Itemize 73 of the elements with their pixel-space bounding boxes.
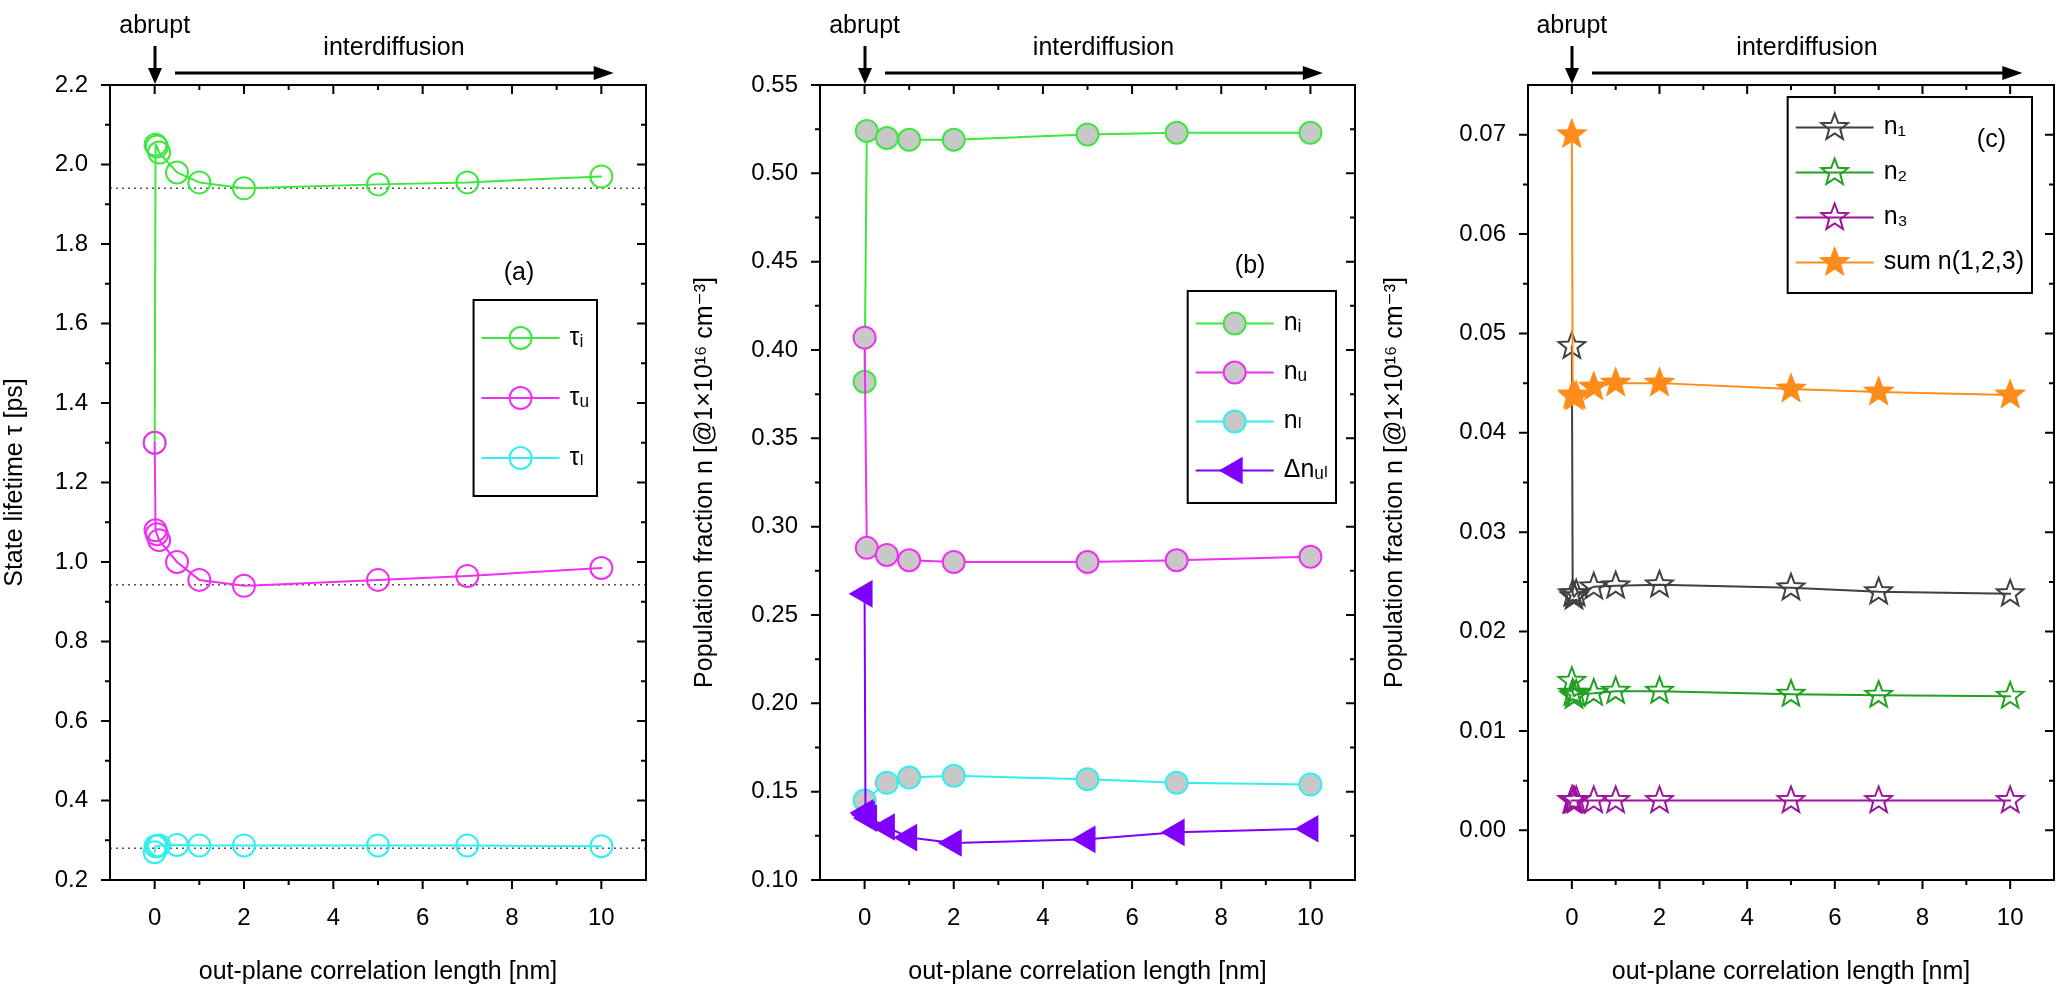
x-tick-label: 10: [1996, 903, 2024, 931]
legend-label: sum n(1,2,3): [1883, 246, 2025, 275]
legend-label: τₗ: [569, 441, 584, 470]
y-tick-label: 0.45: [751, 246, 798, 274]
text: abrupt: [1536, 9, 1608, 38]
x-tick-label: 4: [1740, 903, 1754, 931]
legend-label: Δnᵤₗ: [1283, 454, 1328, 483]
y-tick-label: 0.20: [751, 687, 798, 715]
annotation: (b): [1234, 250, 1266, 279]
x-tick-label: 0: [1565, 903, 1579, 931]
y-tick-label: 1.2: [54, 467, 88, 495]
x-axis-title: out-plane correlation length [nm]: [1611, 955, 1971, 984]
annotation: (c): [1976, 123, 2006, 152]
legend-label: nᵢ: [1283, 307, 1302, 336]
y-tick-label: 0.30: [751, 511, 798, 539]
x-tick-label: 6: [1828, 903, 1842, 931]
x-tick-label: 0: [857, 903, 872, 931]
legend-label: n₂: [1883, 156, 1908, 185]
x-axis-title: out-plane correlation length [nm]: [908, 955, 1267, 984]
y-tick-label: 0.40: [751, 334, 798, 362]
y-tick-label: 2.2: [54, 69, 88, 97]
x-tick-label: 8: [505, 903, 519, 931]
x-tick-label: 2: [237, 903, 251, 931]
y-tick-label: 2.0: [54, 149, 88, 177]
x-tick-label: 2: [947, 903, 961, 931]
text: interdiffusion: [1032, 31, 1175, 60]
y-tick-label: 0.8: [54, 626, 88, 654]
y-tick-label: 0.4: [54, 785, 88, 813]
legend-label: n₁: [1883, 111, 1907, 140]
y-tick-label: 1.8: [54, 228, 88, 256]
y-tick-label: 0.05: [1459, 318, 1506, 346]
y-tick-label: 0.35: [751, 422, 798, 450]
x-axis-title: out-plane correlation length [nm]: [198, 955, 558, 984]
y-tick-label: 0.02: [1459, 616, 1506, 644]
y-tick-label: 0.06: [1459, 218, 1506, 246]
y-axis-title: State lifetime τ [ps]: [0, 378, 27, 587]
y-tick-label: 1.0: [54, 546, 88, 574]
y-tick-label: 1.6: [54, 308, 88, 336]
y-tick-label: 0.50: [751, 157, 798, 185]
x-tick-label: 6: [1125, 903, 1139, 931]
y-tick-label: 0.2: [54, 864, 88, 892]
y-tick-label: 0.15: [751, 776, 798, 804]
legend-label: n₃: [1883, 201, 1908, 230]
text: interdiffusion: [1736, 31, 1878, 60]
x-tick-label: 4: [326, 903, 341, 931]
y-tick-label: 0.6: [54, 705, 88, 733]
y-tick-label: 0.01: [1459, 715, 1506, 743]
y-tick-label: 0.03: [1459, 516, 1506, 544]
y-tick-label: 0.55: [751, 69, 798, 97]
legend-label: nᵤ: [1283, 356, 1308, 385]
legend-label: nₗ: [1283, 405, 1302, 434]
y-tick-label: 0.10: [751, 864, 798, 892]
annotation: (a): [503, 256, 535, 285]
y-axis-title: Population fraction n [@1×10¹⁶ cm⁻³]: [688, 277, 717, 688]
y-axis-title: Population fraction n [@1×10¹⁶ cm⁻³]: [1378, 277, 1407, 688]
text: interdiffusion: [323, 31, 465, 60]
x-tick-label: 2: [1652, 903, 1667, 931]
legend-label: τᵤ: [569, 381, 589, 410]
x-tick-label: 10: [587, 903, 615, 931]
y-tick-label: 0.04: [1459, 417, 1506, 445]
y-tick-label: 0.25: [751, 599, 798, 627]
x-tick-label: 0: [147, 903, 162, 931]
text: abrupt: [829, 9, 901, 38]
x-tick-label: 10: [1297, 903, 1324, 931]
x-tick-label: 6: [415, 903, 430, 931]
legend-label: τᵢ: [569, 321, 584, 350]
y-tick-label: 1.4: [54, 387, 88, 415]
x-tick-label: 8: [1214, 903, 1228, 931]
text: abrupt: [119, 9, 191, 38]
y-tick-label: 0.00: [1459, 814, 1506, 842]
x-tick-label: 4: [1036, 903, 1050, 931]
y-tick-label: 0.07: [1459, 119, 1506, 147]
x-tick-label: 8: [1915, 903, 1930, 931]
